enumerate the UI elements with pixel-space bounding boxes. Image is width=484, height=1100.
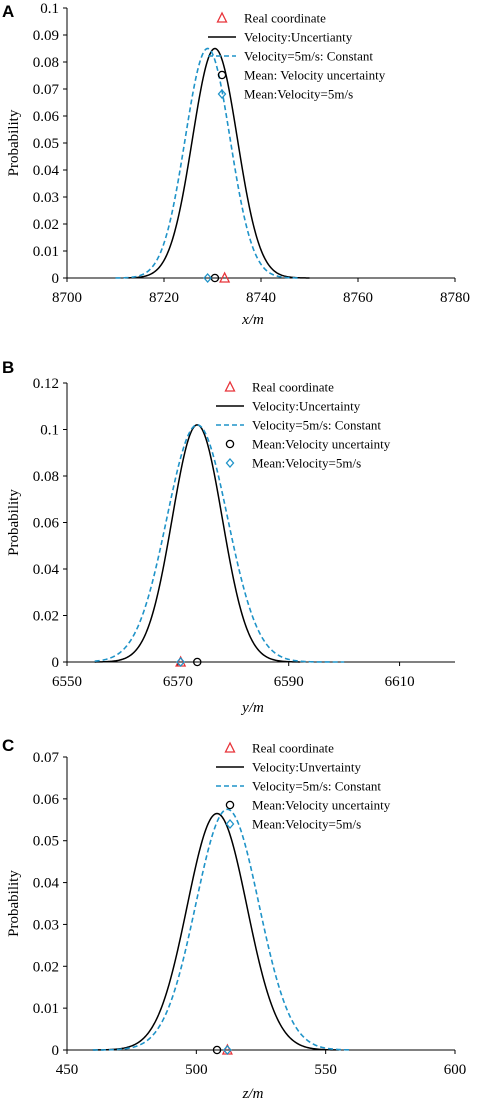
real-coordinate-marker [219, 271, 231, 283]
chart-b: 0 0.02 0.04 0.06 0.08 0.1 0.12 6550 6570 6590 6610… [6, 376, 455, 716]
legend-marker-swatch [225, 819, 235, 829]
uncertain-velocity-curve [125, 47, 310, 279]
y-tick-label: 0.02 [33, 959, 59, 975]
legend-marker-swatch [217, 89, 227, 99]
uncertain-velocity-curve [94, 424, 300, 663]
y-tick-label: 0 [52, 655, 60, 671]
chart-a: 0 0.01 0.02 0.03 0.04 0.05 0.06 0.07 0.08 0.09 0.1… [6, 1, 470, 328]
panel-label-a: A [2, 2, 15, 21]
y-tick-label: 0.03 [33, 917, 59, 933]
y-tick-label: 0.04 [33, 876, 60, 892]
x-tick-label: 450 [56, 1062, 79, 1078]
y-axis-title: Probability [6, 109, 22, 176]
legend-label: Velocity=5m/s: Constant [252, 418, 381, 433]
y-tick-label: 0.12 [33, 376, 59, 392]
x-tick-label: 8720 [149, 290, 179, 306]
legend-label: Mean: Velocity uncertainty [244, 68, 386, 83]
y-tick-label: 0.07 [33, 82, 60, 98]
legend-marker-swatch [216, 11, 228, 23]
uncertain-velocity-curve [92, 812, 339, 1051]
legend-label: Velocity:Uncertianty [244, 30, 353, 45]
y-tick-label: 0.06 [33, 516, 60, 532]
y-tick-label: 0.06 [33, 792, 60, 808]
legend-label: Velocity=5m/s: Constant [252, 779, 381, 794]
y-tick-label: 0.01 [33, 1001, 59, 1017]
legend-marker-swatch [225, 439, 235, 449]
legend-label: Velocity=5m/s: Constant [244, 49, 373, 64]
y-tick-label: 0 [52, 1043, 60, 1059]
y-tick-label: 0.04 [33, 163, 60, 179]
x-tick-label: 8740 [246, 290, 276, 306]
x-tick-label: 8780 [440, 290, 470, 306]
x-axis-title: z/m [242, 1086, 264, 1100]
mean-constant-marker [203, 273, 213, 283]
y-tick-label: 0.01 [33, 244, 59, 260]
y-tick-label: 0.03 [33, 190, 59, 206]
x-axis-title: y/m [240, 700, 264, 716]
y-axis-title: Probability [6, 870, 22, 937]
mean-constant-marker [223, 1045, 232, 1055]
legend-marker-swatch [217, 70, 227, 80]
legend-label: Mean:Velocity uncertainty [252, 798, 391, 813]
y-tick-label: 0.1 [40, 423, 59, 439]
y-tick-label: 0.08 [33, 55, 59, 71]
mean-uncertainty-marker [193, 657, 202, 667]
y-tick-label: 0.09 [33, 28, 59, 44]
panel-label-c: C [2, 736, 15, 755]
legend-label: Mean:Velocity=5m/s [244, 87, 353, 102]
y-tick-label: 0.1 [40, 1, 59, 17]
legend-label: Real coordinate [244, 11, 326, 26]
y-tick-label: 0.05 [33, 834, 59, 850]
y-axis-title: Probability [6, 489, 22, 556]
y-tick-label: 0.02 [33, 217, 59, 233]
legend-label: Mean:Velocity=5m/s [252, 456, 361, 471]
legend-marker-swatch [224, 741, 236, 753]
legend-label: Velocity:Unvertainty [252, 760, 362, 775]
y-tick-label: 0 [52, 271, 60, 287]
y-tick-label: 0.02 [33, 609, 59, 625]
chart-c: 0 0.01 0.02 0.03 0.04 0.05 0.06 0.07 450 500 550 60… [6, 741, 467, 1100]
y-tick-label: 0.05 [33, 136, 59, 152]
constant-velocity-curve [92, 808, 352, 1051]
x-tick-label: 550 [314, 1062, 337, 1078]
x-tick-label: 8700 [52, 290, 82, 306]
y-tick-label: 0.08 [33, 469, 59, 485]
legend-label: Mean:Velocity=5m/s [252, 817, 361, 832]
x-tick-label: 8760 [343, 290, 373, 306]
x-tick-label: 500 [185, 1062, 208, 1078]
constant-velocity-curve [94, 424, 345, 663]
x-axis-title: x/m [241, 312, 264, 328]
legend-label: Real coordinate [252, 741, 334, 756]
x-tick-label: 6570 [163, 674, 193, 690]
x-tick-label: 6610 [385, 674, 415, 690]
legend-label: Velocity:Uncertainty [252, 399, 361, 414]
legend-label: Mean:Velocity uncertainty [252, 437, 391, 452]
mean-constant-marker [176, 657, 185, 667]
y-tick-label: 0.07 [33, 750, 60, 766]
legend-marker-swatch [225, 458, 235, 468]
legend-marker-swatch [224, 380, 236, 392]
x-tick-label: 600 [444, 1062, 467, 1078]
legend-marker-swatch [225, 800, 235, 810]
x-tick-label: 6550 [52, 674, 82, 690]
panel-label-b: B [2, 358, 15, 377]
x-tick-label: 6590 [274, 674, 304, 690]
constant-velocity-curve [115, 47, 300, 279]
legend-label: Real coordinate [252, 380, 334, 395]
y-tick-label: 0.04 [33, 562, 60, 578]
y-tick-label: 0.06 [33, 109, 60, 125]
mean-uncertainty-marker [212, 1045, 222, 1055]
